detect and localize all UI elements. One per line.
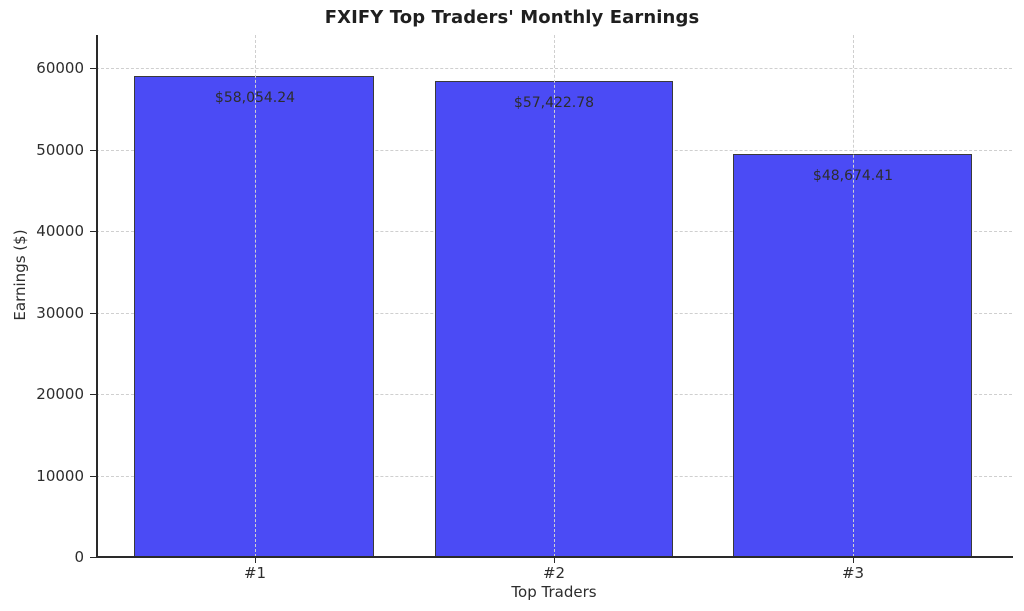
y-tick-label-60000: 60000 [36, 59, 84, 77]
x-tick-label-2: #2 [542, 564, 566, 582]
bar-trader-1[interactable] [134, 76, 374, 557]
y-axis-tick-labels: 0 10000 20000 30000 40000 50000 60000 [0, 35, 84, 566]
y-tick-label-30000: 30000 [36, 303, 84, 322]
x-tick-mark-1 [255, 557, 256, 563]
y-tick-label-50000: 50000 [36, 140, 84, 159]
y-axis-title: Earnings ($) [11, 229, 29, 321]
y-tick-mark-30000 [90, 312, 96, 314]
x-tick-mark-2 [554, 557, 555, 563]
y-tick-mark-60000 [90, 68, 96, 69]
y-tick-mark-20000 [90, 394, 96, 395]
x-tick-label-3: #3 [841, 564, 865, 582]
gridline-v-3 [853, 35, 854, 557]
chart-title: FXIFY Top Traders' Monthly Earnings [324, 7, 700, 28]
y-tick-mark-0 [90, 557, 96, 558]
x-axis-title: Top Traders [511, 583, 597, 601]
y-tick-mark-40000 [90, 231, 96, 232]
plot-area: $58,054.24 $57,422.78 $48,674.41 [90, 35, 1012, 563]
x-tick-mark-3 [853, 557, 854, 563]
y-tick-label-0: 0 [74, 548, 84, 566]
gridline-v-1 [255, 35, 256, 557]
gridline-v-2 [554, 35, 555, 557]
x-axis-spine [96, 556, 1013, 558]
y-tick-mark-10000 [90, 475, 96, 477]
bar-value-label-trader-3: $48,674.41 [812, 168, 894, 184]
x-tick-label-1: #1 [243, 564, 267, 582]
y-tick-label-20000: 20000 [36, 385, 84, 403]
bar-value-label-trader-1: $58,054.24 [214, 90, 296, 106]
y-tick-mark-50000 [90, 149, 96, 151]
y-tick-label-10000: 10000 [36, 466, 84, 485]
bar-trader-3[interactable] [733, 154, 972, 557]
y-tick-label-40000: 40000 [36, 222, 84, 240]
y-axis-spine [96, 35, 98, 558]
bar-value-label-trader-2: $57,422.78 [513, 95, 595, 111]
